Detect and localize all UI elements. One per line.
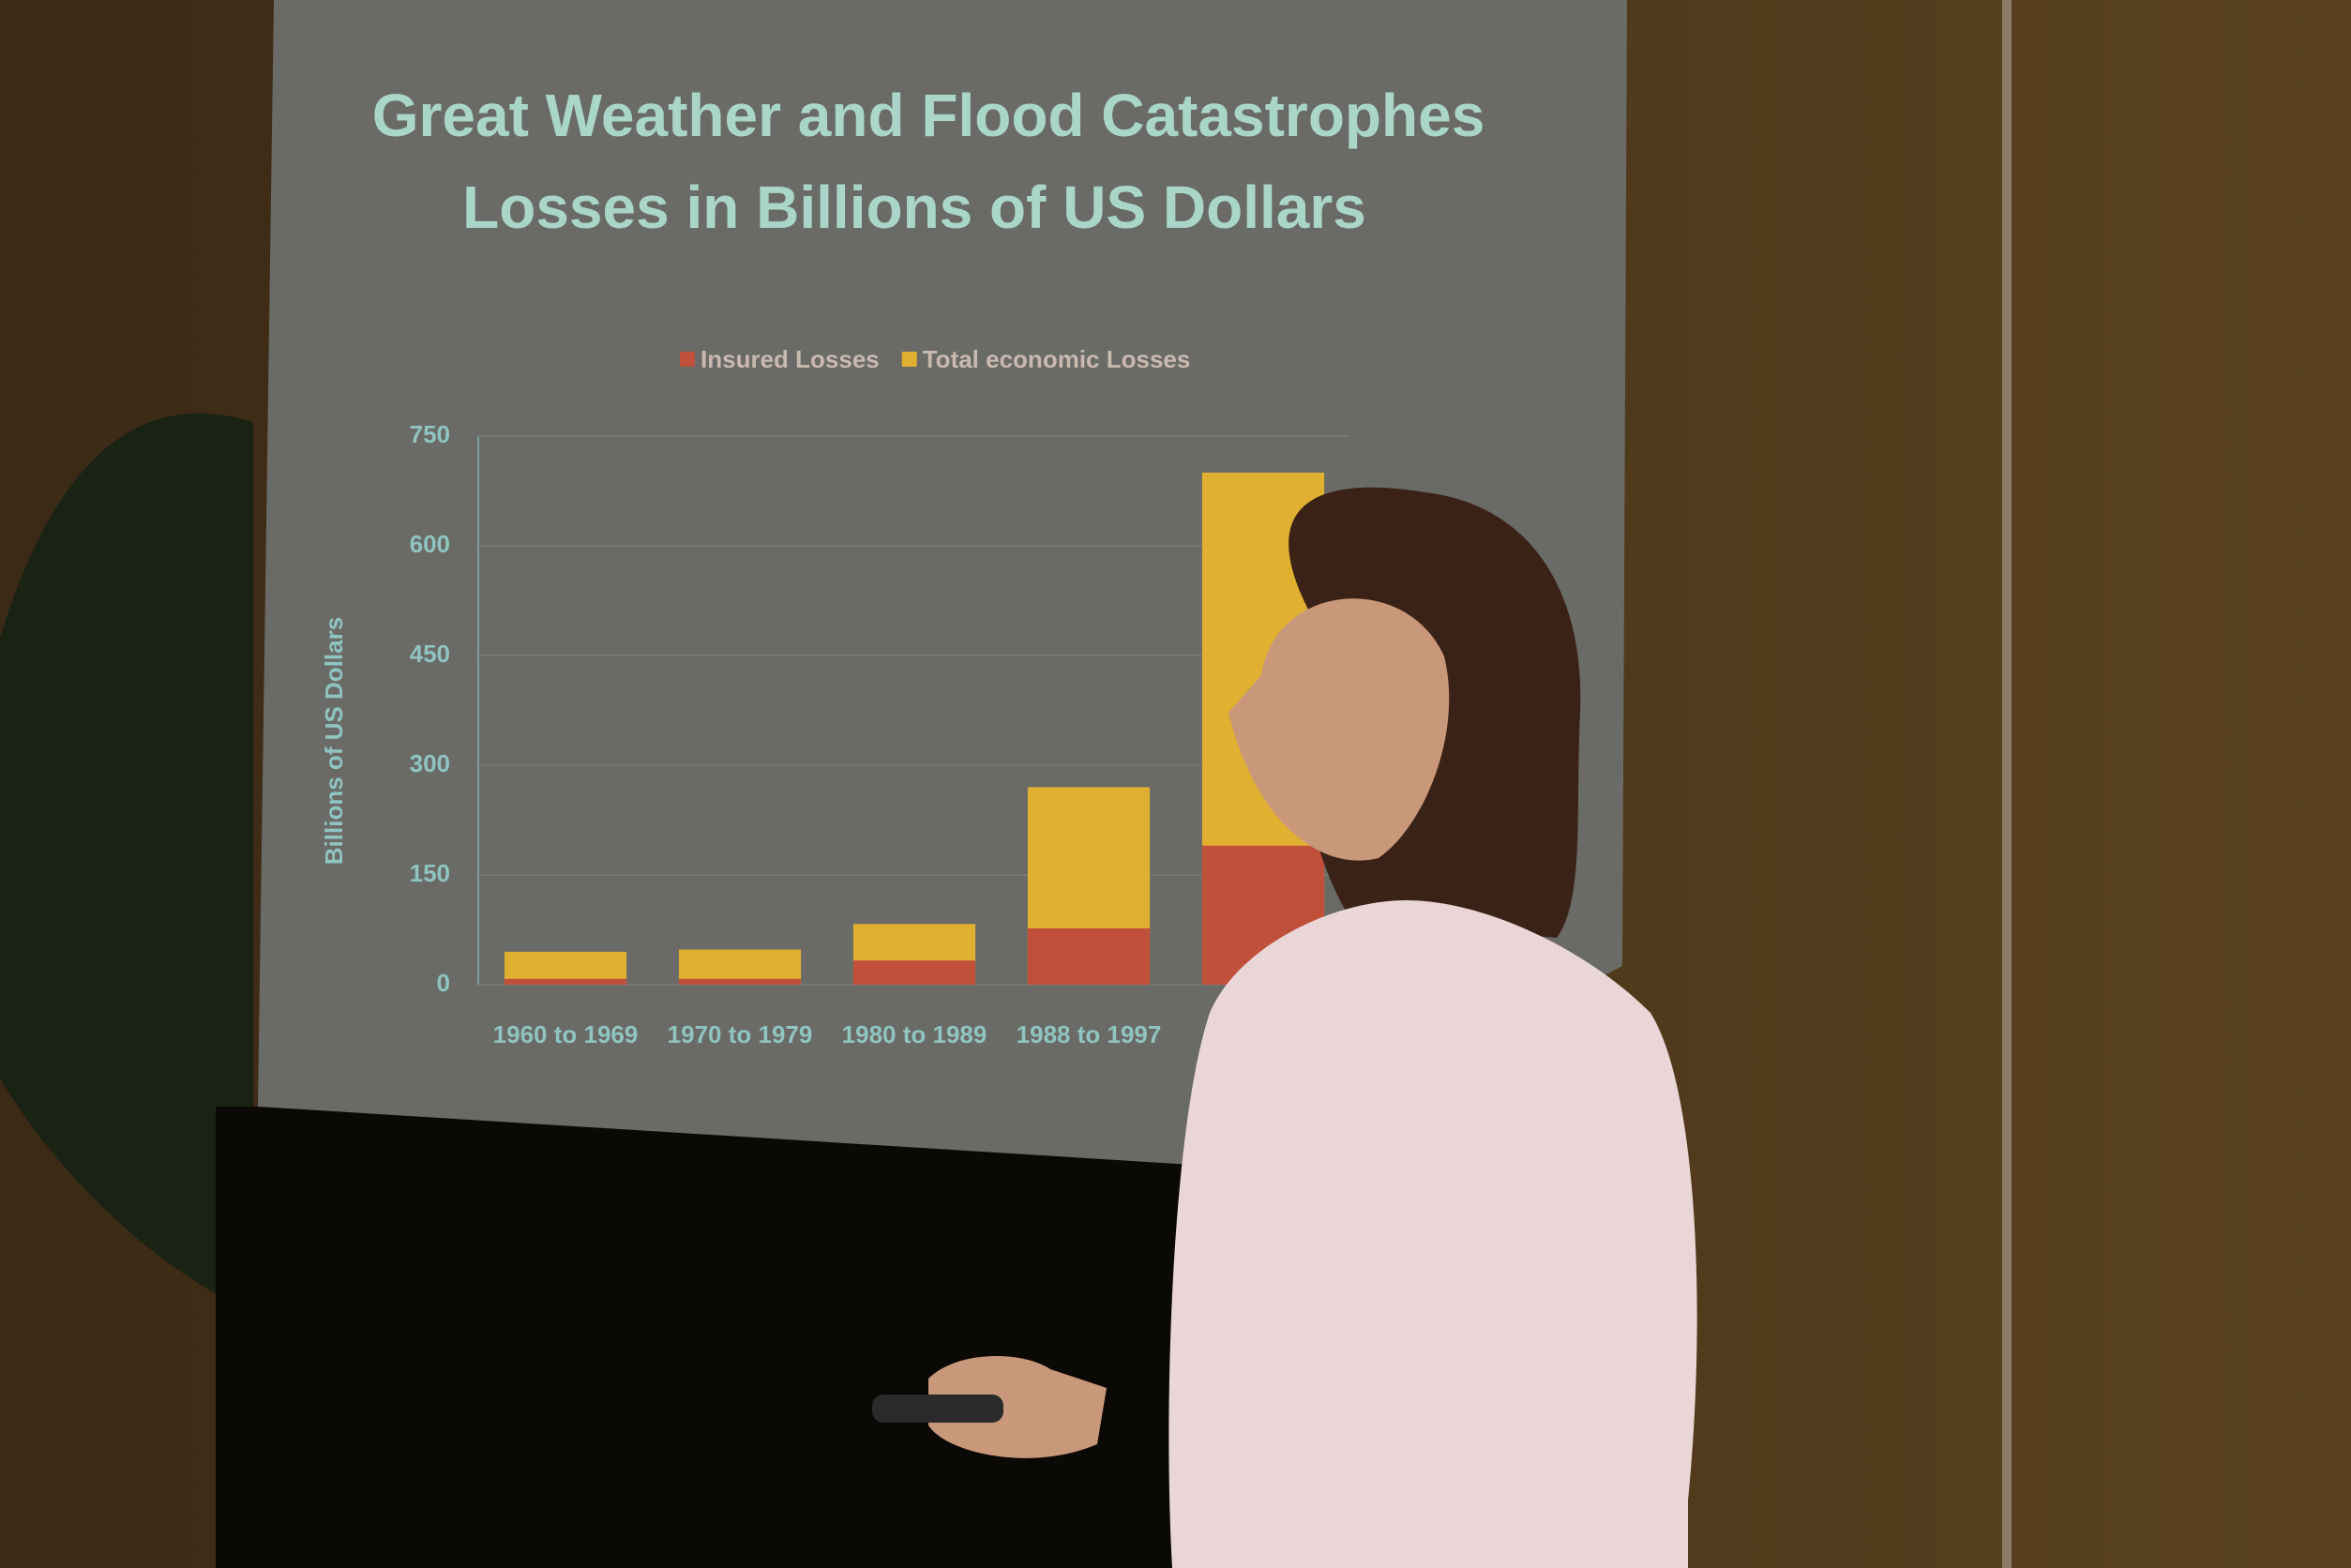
plant: [0, 413, 253, 1313]
y-tick-label: 450: [410, 640, 450, 668]
shirt: [1168, 900, 1697, 1568]
x-tick-label: 1988 to 1997: [1017, 1020, 1162, 1048]
legend-label: Insured Losses: [701, 345, 880, 373]
legend-swatch: [680, 352, 695, 367]
y-tick-label: 150: [410, 859, 450, 887]
wall-edge: [2002, 0, 2012, 1568]
x-tick-label: 1980 to 1989: [842, 1020, 987, 1048]
x-tick-label: 1970 to 1979: [668, 1020, 813, 1048]
legend-swatch: [901, 352, 917, 367]
x-tick-label: 1960 to 1969: [493, 1020, 639, 1048]
bar: [1027, 927, 1151, 985]
face: [1228, 598, 1450, 861]
legend-label: Total economic Losses: [923, 345, 1191, 373]
y-tick-label: 750: [410, 420, 450, 448]
bar: [678, 978, 802, 985]
chart-subtitle: Losses in Billions of US Dollars: [462, 173, 1366, 241]
remote: [872, 1395, 1003, 1423]
y-tick-label: 0: [437, 969, 450, 997]
y-axis-title: Billions of US Dollars: [320, 617, 348, 865]
hand: [928, 1356, 1107, 1458]
chart-title: Great Weather and Flood Catastrophes: [372, 82, 1485, 149]
bar: [504, 978, 627, 985]
y-tick-label: 600: [410, 530, 450, 558]
y-tick-label: 300: [410, 749, 450, 777]
bar: [852, 960, 976, 985]
